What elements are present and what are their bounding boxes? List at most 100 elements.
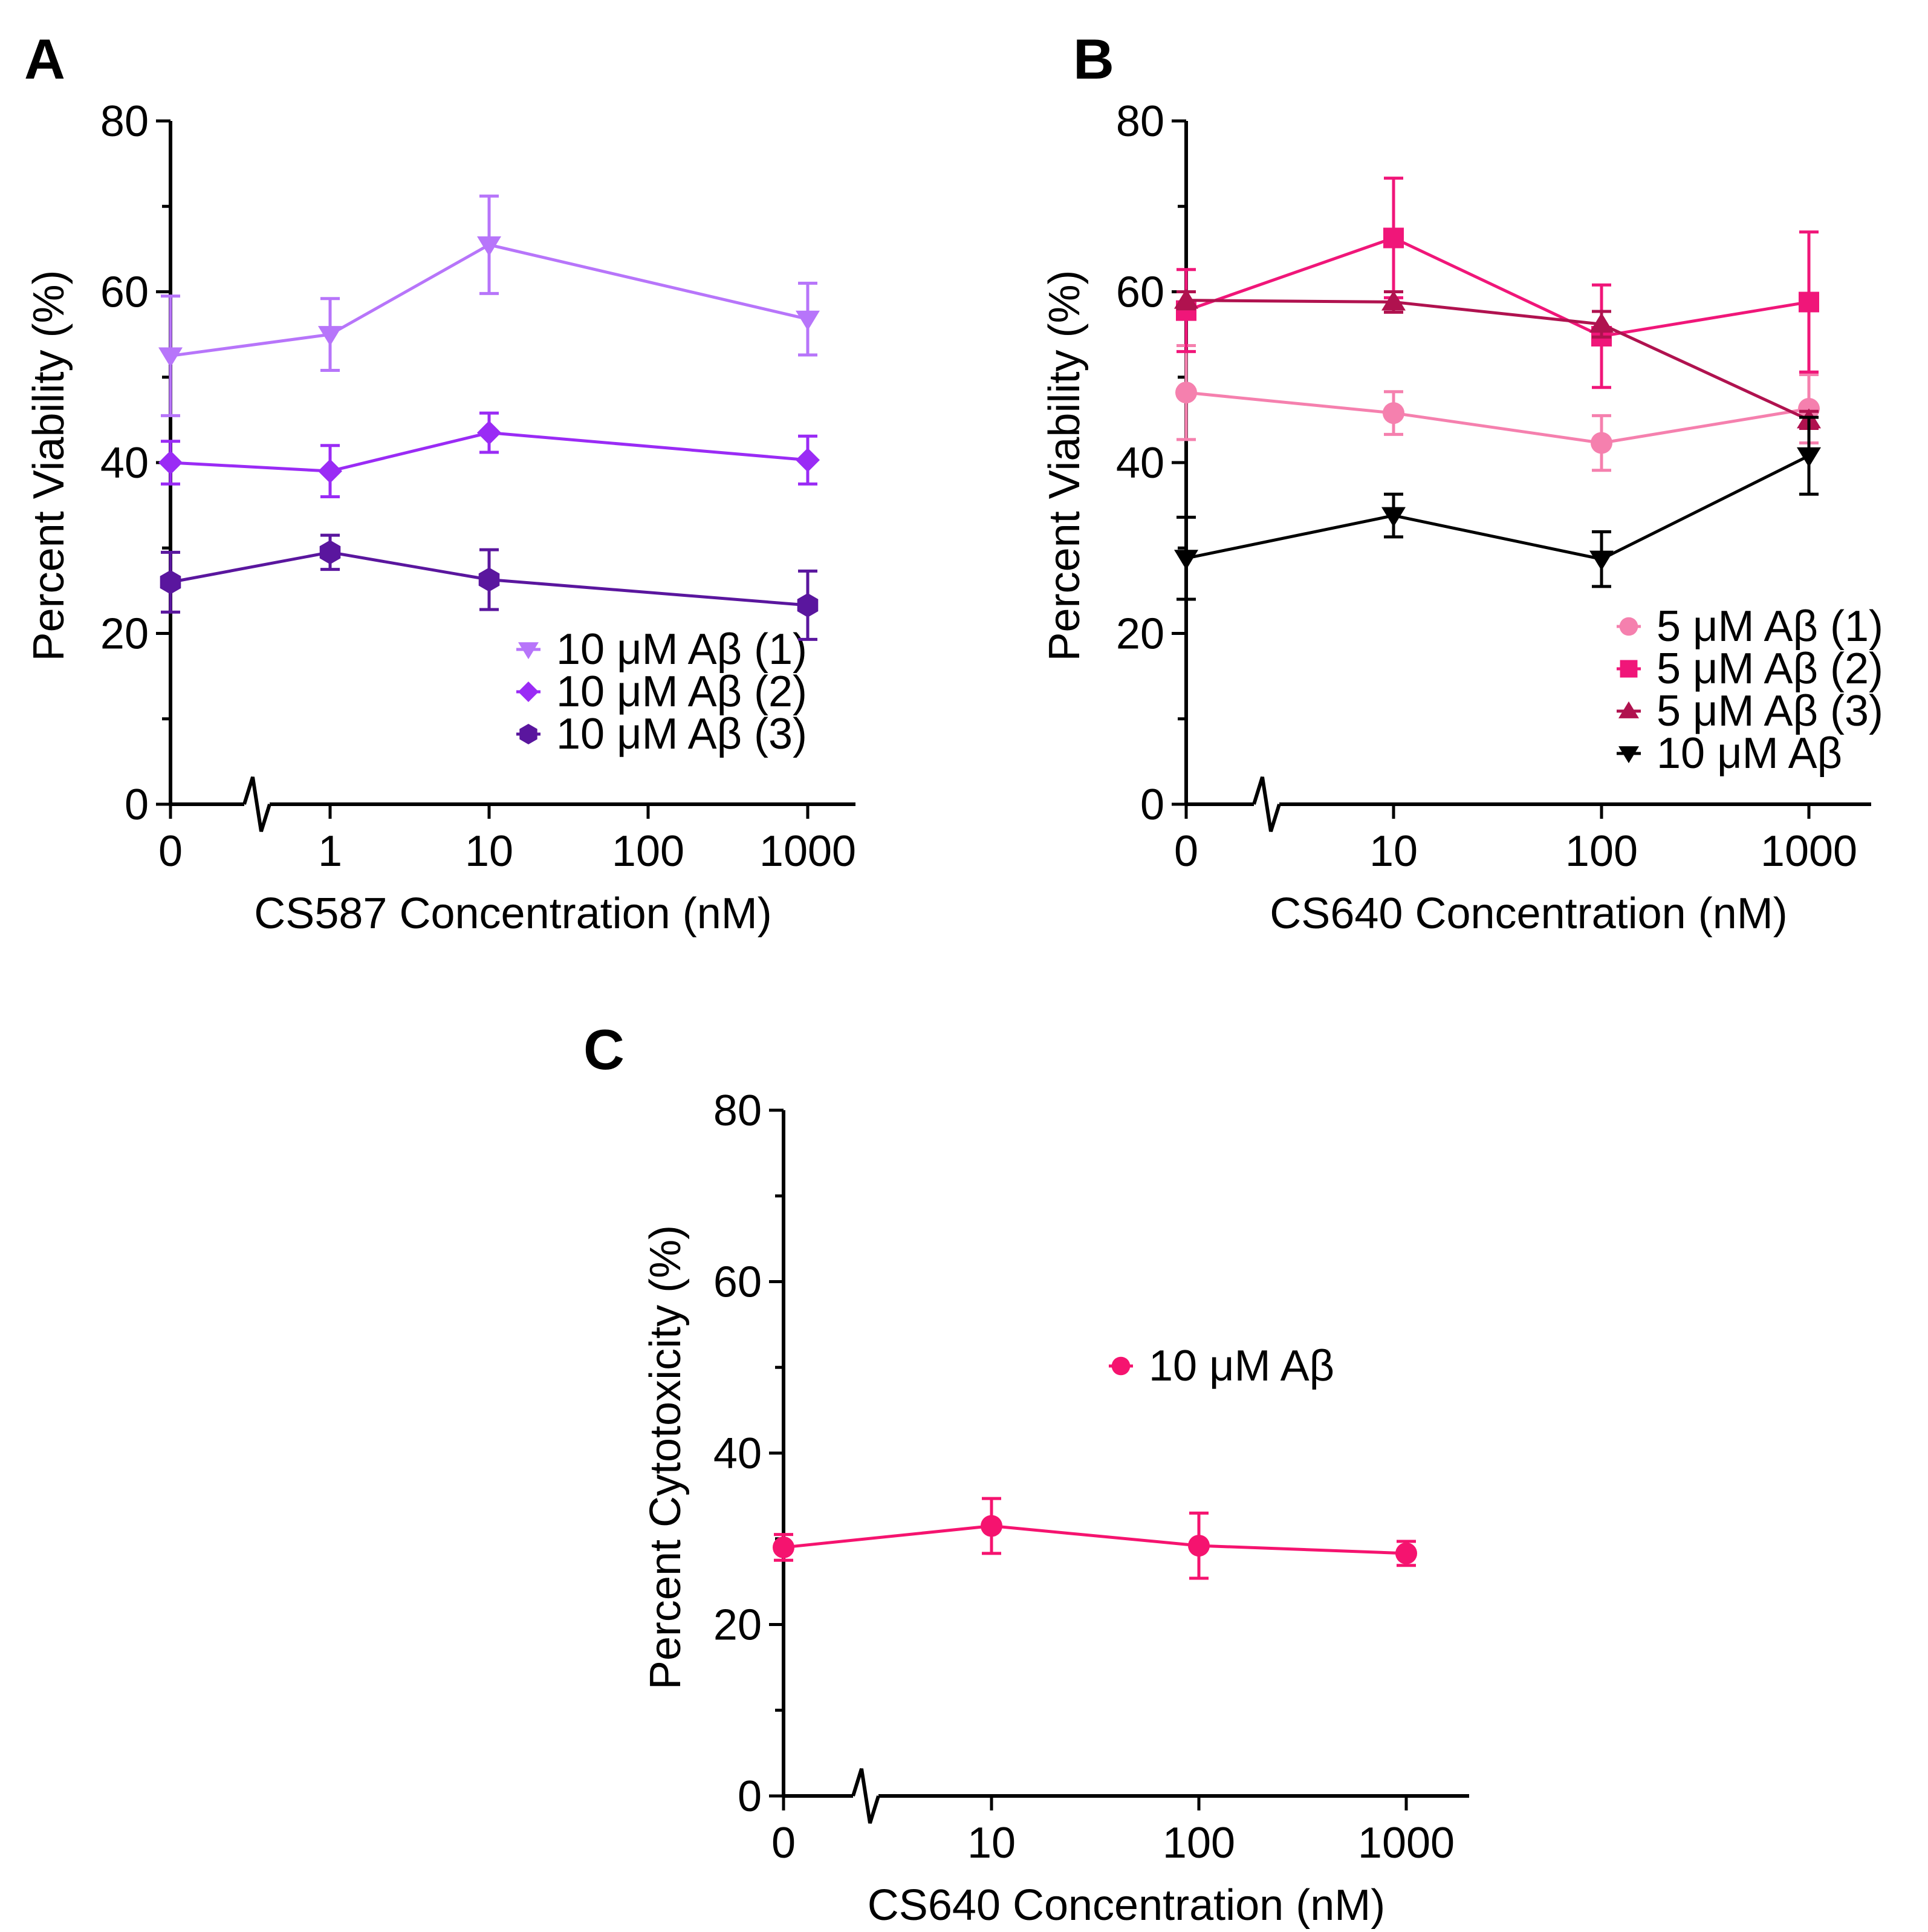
data-point: [1383, 227, 1404, 249]
series-line: [1186, 236, 1810, 338]
data-point: [477, 236, 501, 256]
data-point: [1591, 432, 1612, 454]
y-tick-label: 80: [100, 97, 149, 146]
x-tick-label: 100: [612, 827, 684, 876]
series-1: 10 μM Aβ: [773, 1342, 1417, 1580]
legend-label: 5 μM Aβ (2): [1657, 645, 1883, 693]
y-axis-title: Percent Viability (%): [25, 270, 73, 662]
legend-label: 5 μM Aβ (1): [1657, 602, 1883, 651]
x-tick-label: 1000: [1761, 827, 1857, 876]
panel-a-chart: 0 20 40 60 80 0 1 10 100 1000 CS587 Concentration …: [25, 97, 856, 938]
data-point: [1174, 288, 1198, 309]
x-axis-title: CS587 Concentration (nM): [254, 890, 771, 938]
data-point: [1188, 1535, 1210, 1557]
y-tick-label: 40: [100, 439, 149, 487]
legend-label: 10 μM Aβ (1): [556, 625, 807, 674]
data-point: [797, 593, 819, 617]
legend-label: 10 μM Aβ: [1657, 729, 1842, 778]
x-tick-label: 10: [465, 827, 513, 876]
legend-label: 10 μM Aβ (2): [556, 668, 807, 716]
x-tick-label: 0: [158, 827, 183, 876]
data-point: [796, 310, 820, 331]
legend-marker: [519, 724, 537, 744]
series-3: 5 μM Aβ (3): [1174, 288, 1883, 735]
data-point: [1381, 290, 1406, 311]
data-point: [1383, 402, 1404, 424]
panel-b-chart: 0 20 40 60 80 0 10 100 1000 CS640 Concentration (…: [1040, 97, 1883, 938]
data-point: [1395, 1542, 1417, 1564]
x-tick-label: 1000: [1358, 1819, 1455, 1867]
data-point: [318, 326, 342, 346]
series-3: 10 μM Aβ (3): [160, 533, 819, 758]
x-axis-title: CS640 Concentration (nM): [868, 1881, 1385, 1930]
series-4: 10 μM Aβ: [1174, 415, 1842, 778]
data-point: [477, 420, 501, 445]
series-line: [1186, 299, 1810, 421]
legend-label: 10 μM Aβ: [1149, 1342, 1334, 1390]
data-point: [773, 1536, 794, 1558]
x-tick-label: 1: [318, 827, 342, 876]
data-point: [158, 347, 183, 368]
x-tick-label: 10: [1369, 827, 1418, 876]
series-1: 10 μM Aβ (1): [158, 194, 820, 674]
y-tick-label: 20: [713, 1601, 762, 1650]
series-line: [1186, 454, 1810, 561]
panel-letter-c: C: [583, 1018, 625, 1081]
legend-marker: [1111, 1356, 1131, 1376]
x-tick-label: 10: [967, 1819, 1016, 1867]
y-tick-label: 20: [100, 610, 149, 659]
data-point: [1175, 382, 1197, 404]
legend-label: 5 μM Aβ (3): [1657, 687, 1883, 735]
y-tick-label: 0: [125, 781, 149, 829]
x-axis-title: CS640 Concentration (nM): [1270, 890, 1787, 938]
x-tick-label: 0: [771, 1819, 796, 1867]
data-point: [319, 540, 341, 565]
y-tick-label: 80: [1116, 97, 1164, 146]
series-line: [170, 550, 808, 607]
data-point: [478, 567, 500, 592]
legend-marker: [518, 681, 539, 702]
data-point: [1174, 550, 1198, 570]
legend-marker: [518, 642, 539, 660]
x-axis-break: [1252, 776, 1281, 832]
legend-label: 10 μM Aβ (3): [556, 710, 807, 758]
series-2: 5 μM Aβ (2): [1176, 177, 1883, 693]
x-tick-label: 1000: [759, 827, 856, 876]
data-point: [1589, 313, 1614, 333]
panel-c-chart: 0 20 40 60 80 0 10 100 1000 CS640 Concentration (…: [641, 1087, 1469, 1930]
x-axis-break: [851, 1768, 880, 1824]
panel-letter-a: A: [24, 27, 65, 91]
data-point: [318, 459, 342, 484]
legend-marker: [1618, 701, 1639, 718]
data-point: [160, 570, 181, 594]
y-tick-label: 0: [1140, 781, 1164, 829]
data-point: [1799, 291, 1819, 313]
series-2: 10 μM Aβ (2): [158, 411, 820, 716]
y-tick-label: 60: [713, 1258, 762, 1307]
y-tick-label: 60: [1116, 268, 1164, 317]
data-point: [796, 447, 820, 472]
data-point: [1381, 507, 1406, 527]
data-point: [981, 1515, 1002, 1537]
legend-marker: [1619, 617, 1638, 636]
y-axis-title: Percent Viability (%): [1040, 270, 1089, 662]
data-point: [1797, 447, 1821, 467]
x-axis-break: [242, 776, 271, 832]
y-tick-label: 40: [1116, 439, 1164, 487]
y-tick-label: 20: [1116, 610, 1164, 659]
series-line: [170, 243, 808, 357]
data-point: [1589, 550, 1614, 571]
y-tick-label: 60: [100, 268, 149, 317]
series-1: 5 μM Aβ (1): [1175, 343, 1883, 651]
y-tick-label: 0: [738, 1772, 762, 1821]
data-point: [158, 450, 183, 475]
x-tick-label: 100: [1163, 1819, 1235, 1867]
y-tick-label: 40: [713, 1429, 762, 1478]
y-tick-label: 80: [713, 1087, 762, 1135]
legend-marker: [1620, 660, 1638, 678]
panel-letter-b: B: [1073, 27, 1114, 91]
y-axis-title: Percent Cytotoxicity (%): [641, 1225, 690, 1690]
x-tick-label: 100: [1565, 827, 1638, 876]
series-line: [170, 431, 808, 473]
